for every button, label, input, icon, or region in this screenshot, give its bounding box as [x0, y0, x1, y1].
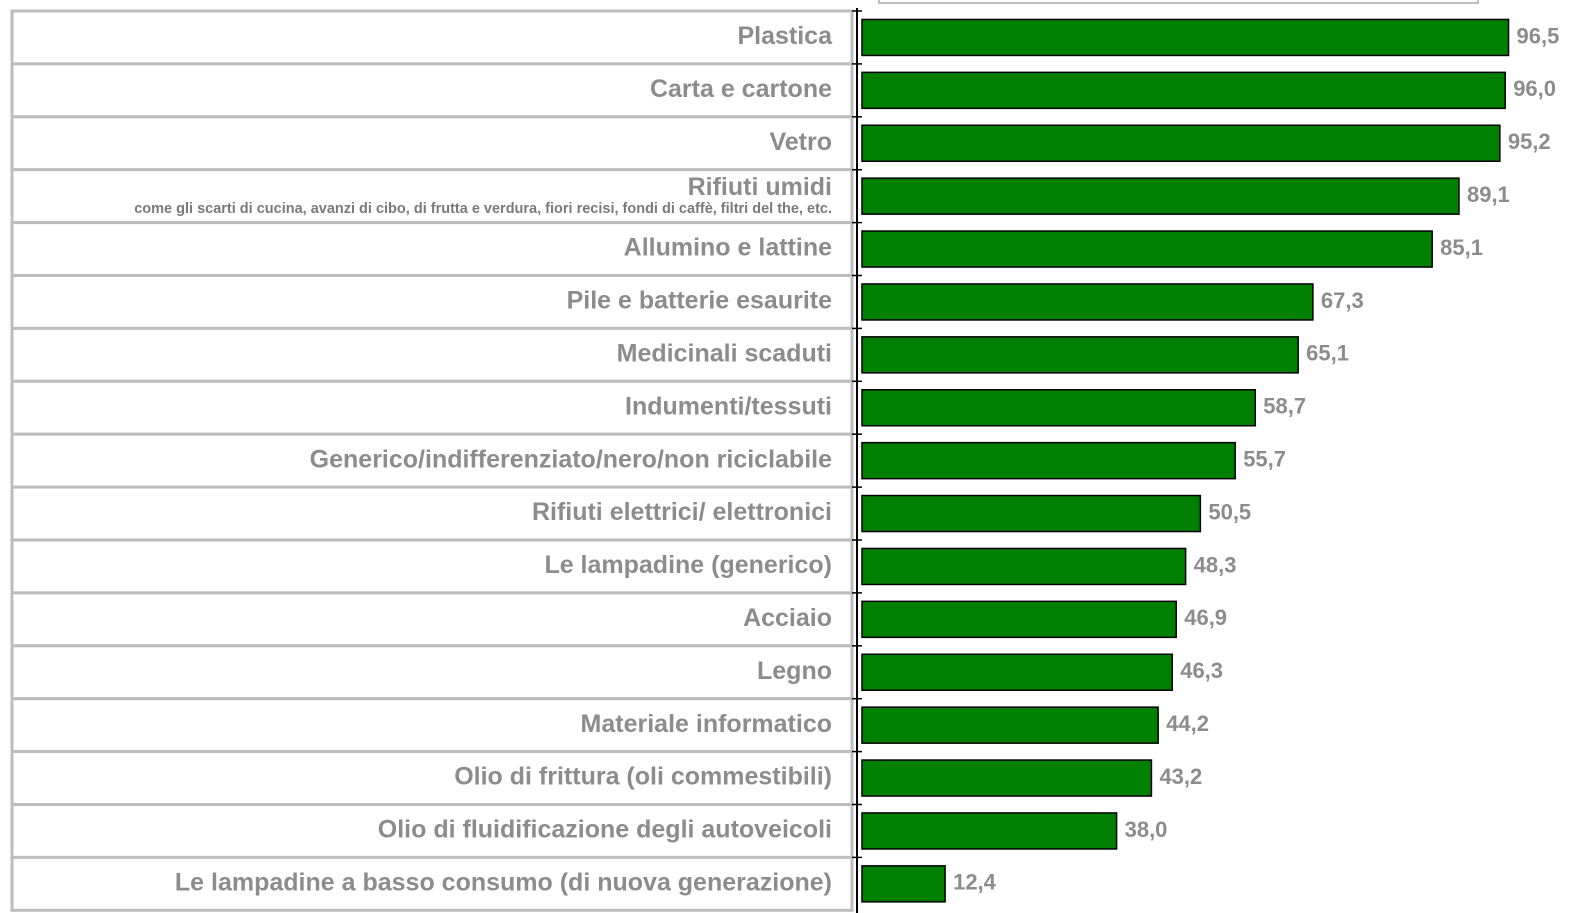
value-label: 85,1: [1440, 235, 1483, 260]
category-label: Generico/indifferenziato/nero/non ricicl…: [310, 445, 832, 473]
category-cell: [10, 432, 854, 489]
value-label: 67,3: [1321, 288, 1364, 313]
category-label: Pile e batterie esaurite: [567, 287, 833, 315]
category-label: Vetro: [769, 128, 832, 156]
bar: [861, 336, 1299, 374]
value-label: 55,7: [1243, 446, 1286, 471]
value-label: 95,2: [1508, 129, 1551, 154]
category-label: Olio di frittura (oli commestibili): [454, 763, 832, 791]
category-note: come gli scarti di cucina, avanzi di cib…: [134, 201, 832, 217]
category-cell: [10, 591, 854, 648]
bar: [861, 759, 1153, 797]
category-cell: [10, 538, 854, 595]
category-label: Plastica: [737, 22, 833, 50]
bar: [861, 283, 1314, 321]
bar: [861, 18, 1510, 57]
category-cell: [10, 115, 854, 172]
category-label: Indumenti/tessuti: [625, 392, 832, 420]
category-label: Medicinali scaduti: [617, 339, 832, 367]
bar: [861, 547, 1187, 586]
value-label: 89,1: [1467, 182, 1510, 207]
category-label: Legno: [757, 657, 832, 685]
category-label: Carta e cartone: [650, 75, 832, 103]
bar: [861, 600, 1177, 639]
category-label: Materiale informatico: [581, 710, 832, 738]
value-label: 46,3: [1180, 658, 1223, 683]
value-label: 43,2: [1159, 764, 1202, 789]
category-cell: [10, 9, 854, 66]
category-label: Rifiuti elettrici/ elettronici: [532, 498, 832, 526]
category-label: Le lampadine a basso consumo (di nuova g…: [175, 868, 832, 896]
category-label: Allumino e lattine: [624, 234, 832, 262]
category-label: Olio di fluidificazione degli autoveicol…: [378, 816, 832, 844]
bar: [861, 812, 1118, 850]
category-label: Rifiuti umidi: [688, 173, 832, 201]
bar: [861, 389, 1257, 427]
bar: [861, 653, 1173, 691]
value-label: 58,7: [1263, 394, 1306, 419]
category-cell: [10, 221, 854, 278]
value-label: 96,0: [1513, 76, 1556, 101]
bar: [861, 865, 946, 903]
category-cell: [10, 855, 854, 912]
category-cell: [10, 326, 854, 383]
value-label: 44,2: [1166, 711, 1209, 736]
value-label: 96,5: [1517, 23, 1560, 48]
category-cell: [10, 644, 854, 701]
bar: [861, 177, 1460, 215]
bar: [861, 71, 1506, 110]
value-label: 46,9: [1184, 605, 1227, 630]
value-label: 50,5: [1208, 499, 1251, 524]
bar: [861, 124, 1501, 162]
value-label: 48,3: [1194, 552, 1237, 577]
legend-frame: [878, 0, 1479, 4]
category-cell: [10, 697, 854, 754]
bar: [861, 230, 1433, 268]
value-label: 12,4: [953, 870, 997, 895]
category-cell: [10, 379, 854, 436]
category-cell: [10, 62, 854, 119]
bar: [861, 706, 1159, 744]
category-label: Le lampadine (generico): [544, 551, 832, 579]
bar: [861, 441, 1236, 480]
bar: [861, 494, 1202, 533]
category-label: Acciaio: [743, 604, 832, 632]
category-cell: [10, 803, 854, 859]
value-label: 38,0: [1125, 817, 1168, 842]
value-label: 65,1: [1306, 341, 1349, 366]
category-cell: [10, 750, 854, 806]
